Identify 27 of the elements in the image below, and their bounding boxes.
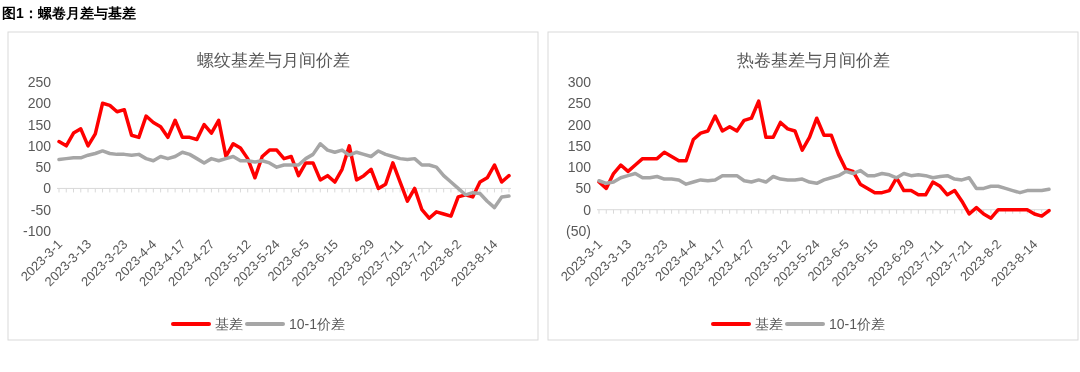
- y-tick-label: 200: [27, 95, 52, 112]
- y-tick-label: -100: [22, 223, 52, 239]
- y-tick-label: 150: [567, 137, 592, 154]
- y-tick-label: 250: [567, 95, 592, 112]
- y-tick-label: 100: [567, 159, 592, 176]
- y-tick-label: 0: [43, 180, 52, 197]
- legend-label: 基差: [755, 316, 783, 332]
- y-tick-label: 150: [27, 116, 52, 133]
- y-tick-label: 0: [583, 201, 592, 218]
- y-tick-label: 250: [27, 74, 52, 90]
- y-tick-label: -50: [30, 201, 52, 218]
- y-tick-label: (50): [566, 223, 591, 239]
- legend-label: 基差: [215, 316, 243, 332]
- caption: 图1：螺卷月差与基差: [2, 5, 136, 21]
- line-series: [597, 168, 1051, 195]
- line-series: [57, 101, 511, 220]
- y-tick-label: 200: [567, 116, 592, 133]
- y-tick-label: 50: [35, 159, 52, 176]
- line-series: [57, 141, 511, 210]
- legend-label: 10-1价差: [289, 316, 346, 332]
- chart-title: 热卷基差与月间价差: [736, 51, 890, 70]
- line-series: [597, 99, 1051, 220]
- chart-title: 螺纹基差与月间价差: [196, 51, 350, 70]
- y-tick-label: 300: [567, 74, 592, 90]
- legend-label: 10-1价差: [829, 316, 886, 332]
- y-tick-label: 50: [575, 180, 592, 197]
- y-tick-label: 100: [27, 137, 52, 154]
